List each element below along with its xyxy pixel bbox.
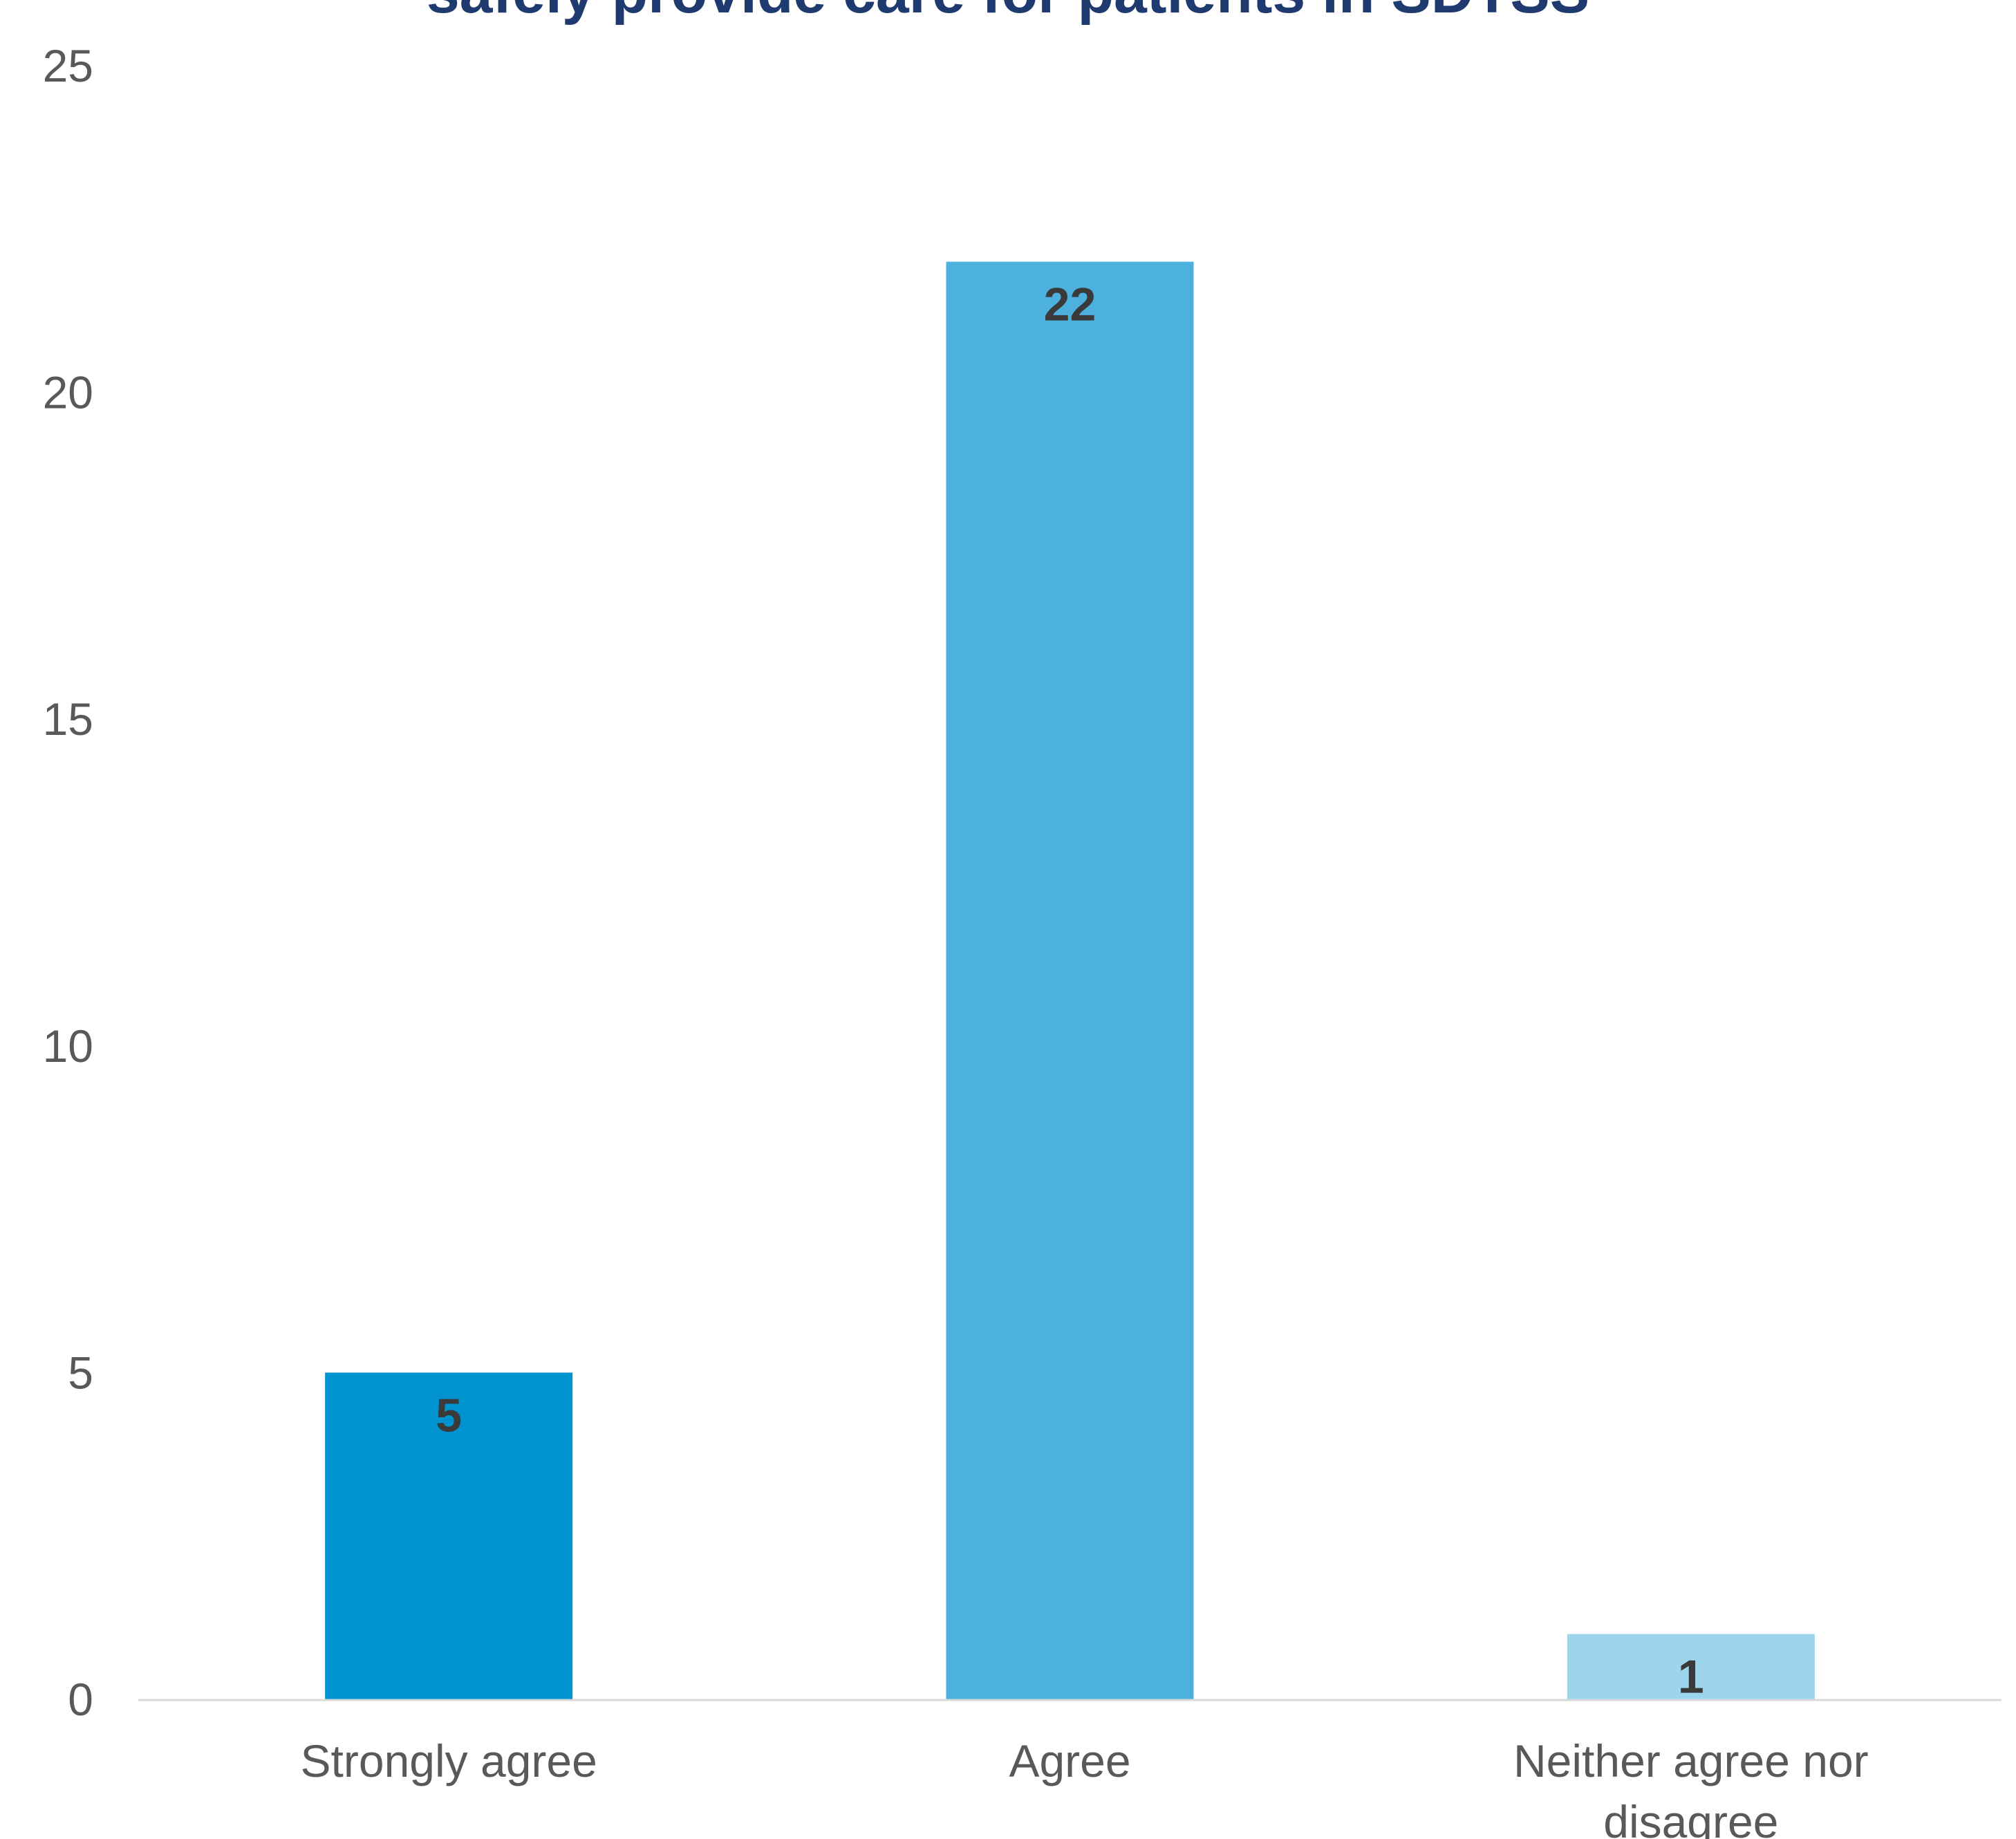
x-category-label: Neither agree nor disagree [1513,1735,1869,1839]
x-category-label: Agree [1009,1735,1130,1786]
y-tick-label: 10 [43,1020,93,1072]
bar-value-label: 22 [1044,279,1096,331]
y-tick-label: 5 [68,1347,93,1398]
x-category-label-line: Strongly agree [301,1735,597,1786]
x-category-label: Strongly agree [301,1735,597,1786]
bar-value-label: 5 [436,1389,462,1441]
x-category-label-line: disagree [1603,1796,1778,1839]
x-category-label-line: Neither agree nor [1513,1735,1869,1786]
x-category-label-line: Agree [1009,1735,1130,1786]
bar [325,1372,573,1699]
y-tick-label: 25 [43,40,93,91]
bars-group [325,261,1815,1699]
y-axis: 0 5 10 15 20 25 [43,40,93,1725]
y-tick-label: 15 [43,693,93,745]
bar [1567,1634,1815,1699]
chart-title: safely provide care for patients in SDTS… [427,0,1589,26]
bar [946,261,1194,1699]
data-labels-group: 5 22 1 [436,279,1704,1703]
y-tick-label: 0 [68,1674,93,1725]
bar-value-label: 1 [1678,1650,1704,1703]
x-axis: Strongly agree Agree Neither agree nor disa… [301,1735,1869,1839]
y-tick-label: 20 [43,367,93,418]
